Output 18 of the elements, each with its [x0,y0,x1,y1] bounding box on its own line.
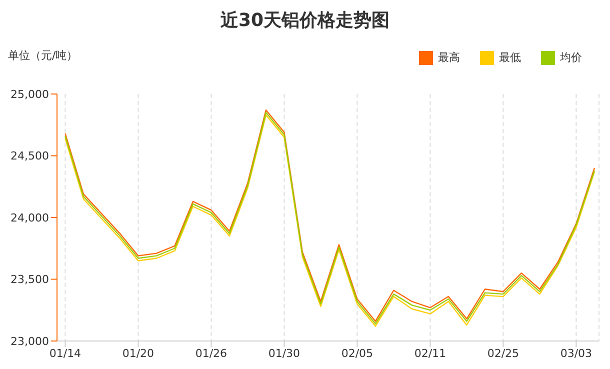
y-tick-label: 24,000 [10,211,49,224]
legend-label: 均价 [559,50,582,65]
y-tick-label: 25,000 [10,88,49,101]
y-axis-title: 单位（元/吨） [8,48,78,63]
x-tick-label: 01/30 [268,346,300,360]
x-tick-label: 01/26 [195,346,228,360]
x-tick-label: 01/14 [49,346,82,360]
y-tick-label: 23,000 [10,334,49,348]
x-tick-label: 02/05 [341,346,374,360]
x-tick-label: 01/20 [122,346,154,360]
legend-label: 最高 [437,50,460,65]
legend-label: 最低 [498,50,521,65]
y-tick-label: 24,500 [10,150,49,163]
x-tick-label: 03/03 [560,346,592,360]
x-tick-label: 02/25 [487,346,520,360]
x-tick-label: 02/11 [414,346,446,360]
y-tick-label: 23,500 [10,273,49,286]
chart-title: 近30天铝价格走势图 [219,9,391,32]
